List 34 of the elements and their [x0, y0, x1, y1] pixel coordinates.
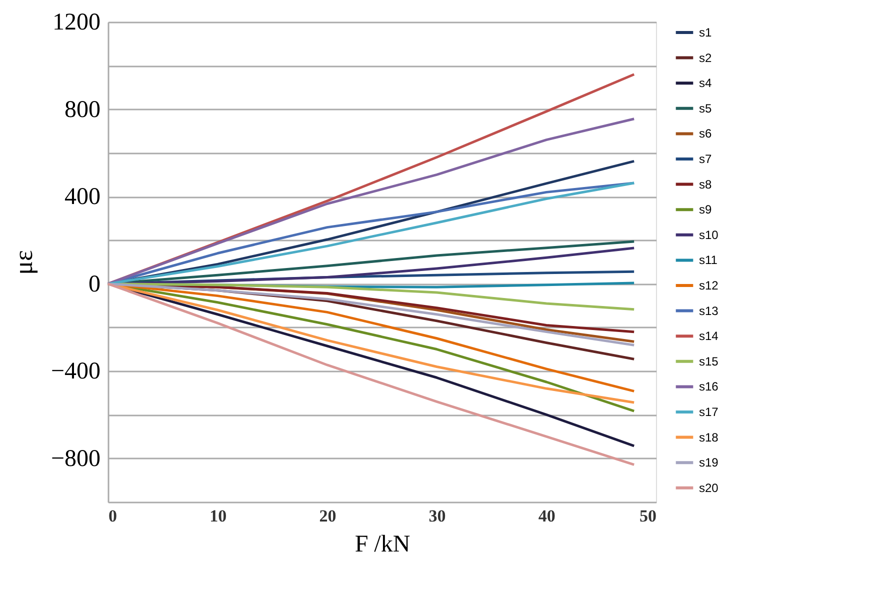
legend-label: s9	[699, 202, 712, 217]
legend-label: s11	[699, 253, 718, 268]
x-tick-label: 50	[640, 506, 656, 526]
legend-label: s7	[699, 152, 712, 166]
x-tick-label: 20	[319, 506, 336, 526]
x-tick-label: 0	[108, 506, 117, 526]
legend-label: s2	[699, 50, 712, 65]
legend-label: s17	[699, 405, 719, 419]
x-axis-title: F /kN	[354, 532, 410, 558]
legend-label: s6	[699, 126, 712, 141]
y-tick-label: −800	[50, 446, 100, 472]
legend-label: s20	[699, 480, 719, 495]
legend-label: s10	[699, 228, 719, 242]
x-tick-label: 30	[428, 506, 446, 526]
y-tick-label: 0	[88, 271, 100, 298]
y-tick-label: 1200	[52, 10, 100, 36]
y-tick-label: −400	[50, 358, 100, 385]
x-tick-label: 10	[210, 506, 227, 526]
legend-label: s4	[699, 76, 712, 90]
legend-label: s8	[699, 177, 712, 192]
legend-label: s14	[699, 329, 719, 344]
y-axis-title: με	[8, 250, 38, 275]
y-tick-label: 800	[64, 96, 100, 123]
y-tick-label: 400	[64, 184, 100, 210]
legend-label: s15	[699, 354, 719, 368]
legend-label: s18	[699, 430, 719, 444]
x-tick-label: 40	[538, 506, 556, 526]
line-series	[106, 118, 636, 286]
legend-label: s12	[699, 278, 719, 292]
legend-label: s16	[699, 380, 719, 394]
legend-label: s19	[699, 456, 719, 470]
legend-label: s1	[699, 26, 712, 40]
legend-label: s5	[699, 101, 712, 116]
legend-label: s13	[699, 304, 719, 318]
